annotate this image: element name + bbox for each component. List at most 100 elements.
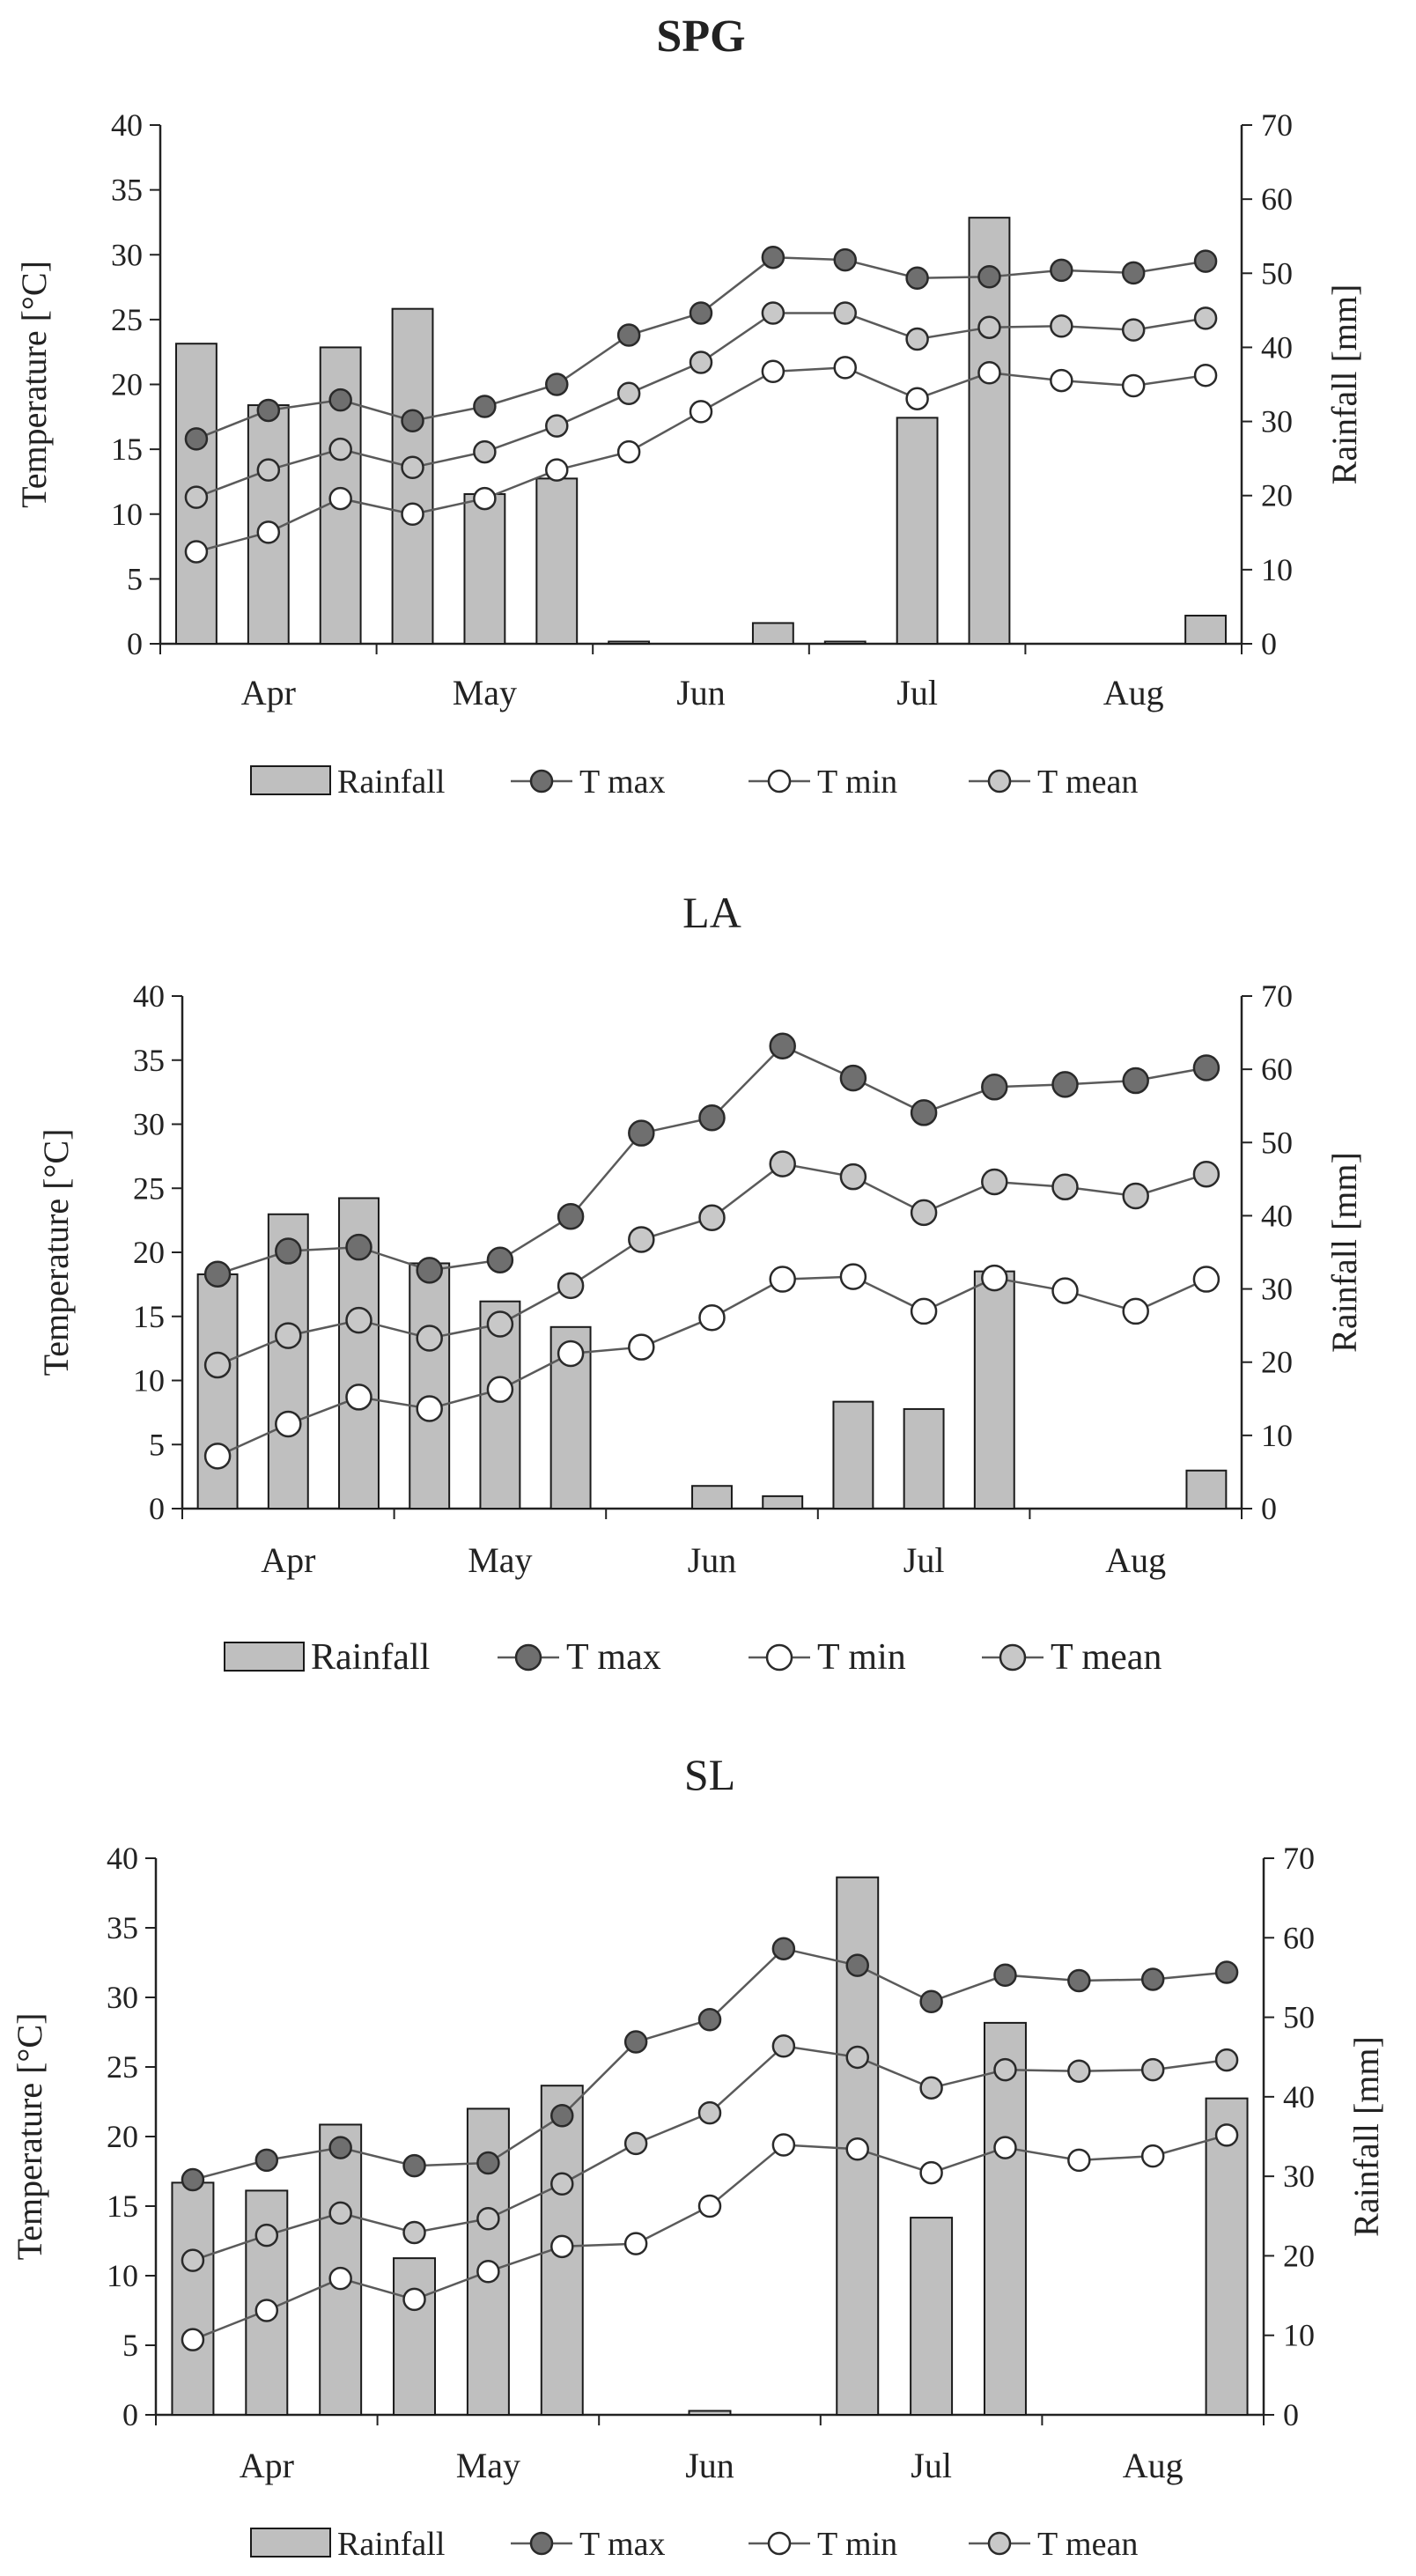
tmin-point [1193, 363, 1218, 388]
tmax-point [616, 323, 641, 347]
tmax-point [1140, 1967, 1165, 1991]
rainfall-bar [691, 1485, 733, 1509]
tmin-point [1051, 1277, 1079, 1304]
tmax-point [345, 1233, 372, 1261]
rainfall-bar [608, 640, 651, 645]
x-tick-label: Aug [1103, 673, 1164, 712]
rainfall-bar [896, 417, 939, 645]
tmin-point [275, 1410, 302, 1438]
y2-tick-label: 0 [1261, 1491, 1277, 1526]
tmax-point [981, 1074, 1008, 1101]
tmax-point [486, 1246, 514, 1273]
tmin-point [993, 2136, 1017, 2159]
tmean-point [1121, 318, 1146, 342]
y2-axis-label: Rainfall [mm] [1324, 1152, 1364, 1353]
y-tick-label: 15 [111, 432, 143, 467]
y-tick-label: 5 [122, 2328, 138, 2363]
tmax-point [905, 266, 929, 291]
tmean-point [328, 2201, 352, 2225]
tmean-point [919, 2076, 943, 2100]
rainfall-bar [823, 640, 867, 645]
tmin-point [905, 387, 929, 410]
legend-tmax-marker [529, 2531, 554, 2556]
rainfall-bar [247, 404, 290, 645]
rainfall-bar [463, 493, 506, 645]
y2-tick-label: 20 [1283, 2238, 1315, 2273]
rainfall-bar [549, 1325, 592, 1509]
tmean-point [328, 437, 352, 461]
y2-tick-label: 40 [1261, 329, 1293, 365]
tmin-point [328, 486, 352, 511]
tmean-point [254, 2223, 279, 2248]
tmin-point [689, 400, 713, 424]
tmax-point [557, 1203, 585, 1230]
tmean-point [416, 1325, 443, 1352]
y-tick-label: 35 [107, 1910, 138, 1945]
rainfall-bar [910, 2217, 954, 2416]
y2-tick-label: 40 [1283, 2079, 1315, 2115]
tmax-point [977, 265, 1001, 289]
tmax-point [839, 1064, 867, 1092]
y-tick-label: 30 [133, 1107, 165, 1142]
tmax-point [473, 395, 497, 418]
y2-tick-label: 70 [1261, 978, 1293, 1014]
tmax-point [919, 1989, 943, 2013]
tmax-point [1192, 1054, 1221, 1081]
tmin-point [1192, 1266, 1221, 1293]
y-tick-label: 30 [111, 237, 143, 272]
chart-panel-spg: SPG 0 5 10 15 20 25 30 35 40 0 10 20 30 40 50 60 70 Apr May… [14, 11, 1364, 801]
x-tick-label: Aug [1105, 1540, 1166, 1580]
legend-tmax-label: T max [566, 1637, 661, 1678]
x-tick-label: May [453, 673, 517, 712]
legend-tmean-label: T mean [1037, 764, 1138, 801]
tmean-point [1193, 306, 1218, 330]
y-tick-label: 35 [133, 1043, 165, 1078]
tmin-point [698, 1303, 726, 1332]
rainfall-bar [968, 217, 1011, 646]
x-tick-label: Jul [911, 2446, 952, 2485]
tmean-point [839, 1163, 867, 1191]
tmax-point [545, 373, 569, 396]
tmean-point [184, 485, 209, 509]
y2-tick-label: 60 [1261, 1052, 1293, 1087]
tmin-point [1140, 2144, 1165, 2168]
x-tick-label: Apr [261, 1540, 315, 1580]
y2-axis-label: Rainfall [mm] [1346, 2036, 1386, 2237]
tmax-point [254, 2148, 279, 2173]
legend-tmin-label: T min [817, 1637, 906, 1678]
tmax-point [328, 2136, 352, 2159]
tmin-point [1050, 368, 1073, 393]
tmean-point [401, 455, 424, 479]
legend-rainfall-label: Rainfall [311, 1637, 430, 1678]
tmean-point [203, 1351, 232, 1379]
y-axis-label: Temperature [°C] [14, 261, 54, 508]
legend-tmean-marker [987, 2531, 1012, 2556]
y2-tick-label: 20 [1261, 478, 1293, 513]
tmin-point [910, 1297, 938, 1325]
tmin-point [761, 359, 785, 384]
rainfall-bar [1205, 2097, 1249, 2416]
tmin-point [473, 486, 497, 511]
tmin-point [401, 502, 424, 526]
y2-tick-label: 50 [1283, 2000, 1315, 2035]
rainfall-bar [688, 2410, 732, 2416]
chart-title: LA [682, 888, 741, 937]
rainfall-bar [479, 1300, 521, 1509]
tmean-point [1051, 1173, 1079, 1201]
y2-tick-label: 60 [1261, 181, 1293, 217]
tmin-point [697, 2194, 722, 2218]
y-tick-label: 15 [133, 1299, 165, 1334]
y2-tick-label: 30 [1261, 404, 1293, 439]
tmean-point [771, 2034, 796, 2058]
x-tick-label: Aug [1123, 2446, 1184, 2485]
y-tick-label: 40 [107, 1841, 138, 1876]
tmean-point [1067, 2059, 1091, 2083]
tmax-point [910, 1099, 938, 1126]
legend-tmean-label: T mean [1051, 1637, 1162, 1678]
y2-tick-label: 50 [1261, 1125, 1293, 1160]
rainfall-bar [973, 1270, 1015, 1510]
x-tick-label: May [456, 2446, 520, 2485]
legend-tmax-marker [514, 1643, 542, 1672]
tmean-point [476, 2206, 500, 2231]
tmax-point [203, 1260, 232, 1288]
